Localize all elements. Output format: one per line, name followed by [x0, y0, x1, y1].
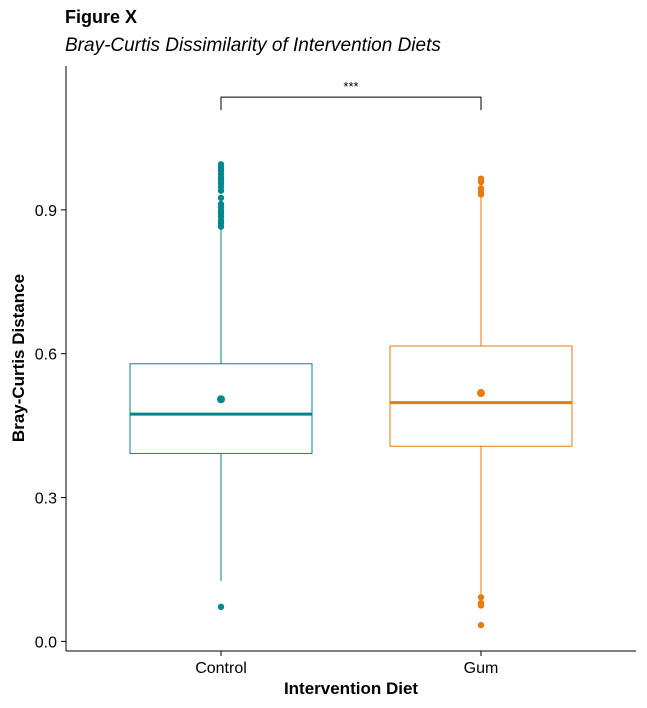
- outlier-point: [217, 603, 225, 611]
- y-tick-label: 0.9: [35, 203, 57, 220]
- box-iqr: [129, 363, 313, 454]
- mean-point: [217, 395, 225, 404]
- x-axis-title: Intervention Diet: [284, 679, 418, 698]
- mean-point: [477, 389, 485, 398]
- boxes: [129, 161, 573, 629]
- y-tick-label: 0.6: [35, 347, 57, 364]
- y-axis-title: Bray-Curtis Distance: [9, 274, 28, 442]
- outlier-point: [477, 594, 485, 601]
- x-ticks: Control Gum: [195, 651, 498, 677]
- box-group-gum: [389, 175, 573, 629]
- x-tick-label: Control: [195, 660, 247, 677]
- outlier-point: [477, 175, 485, 182]
- y-tick-label: 0.0: [35, 634, 57, 651]
- outlier-point: [477, 185, 485, 192]
- axes: [65, 66, 636, 652]
- outlier-point: [477, 621, 485, 629]
- box-group-control: [129, 161, 313, 611]
- x-tick-label: Gum: [464, 660, 499, 677]
- bracket-line: [220, 96, 482, 111]
- chart-title: Bray-Curtis Dissimilarity of Interventio…: [65, 35, 441, 56]
- outlier-point: [217, 161, 225, 168]
- significance-bracket: ***: [220, 79, 482, 111]
- y-tick-label: 0.3: [35, 491, 57, 508]
- outlier-point: [477, 599, 485, 607]
- figure-label: Figure X: [65, 7, 138, 27]
- significance-label: ***: [343, 79, 358, 94]
- outlier-point: [217, 200, 225, 208]
- outlier-point: [217, 194, 225, 202]
- y-ticks: 0.0 0.3 0.6 0.9: [35, 203, 66, 651]
